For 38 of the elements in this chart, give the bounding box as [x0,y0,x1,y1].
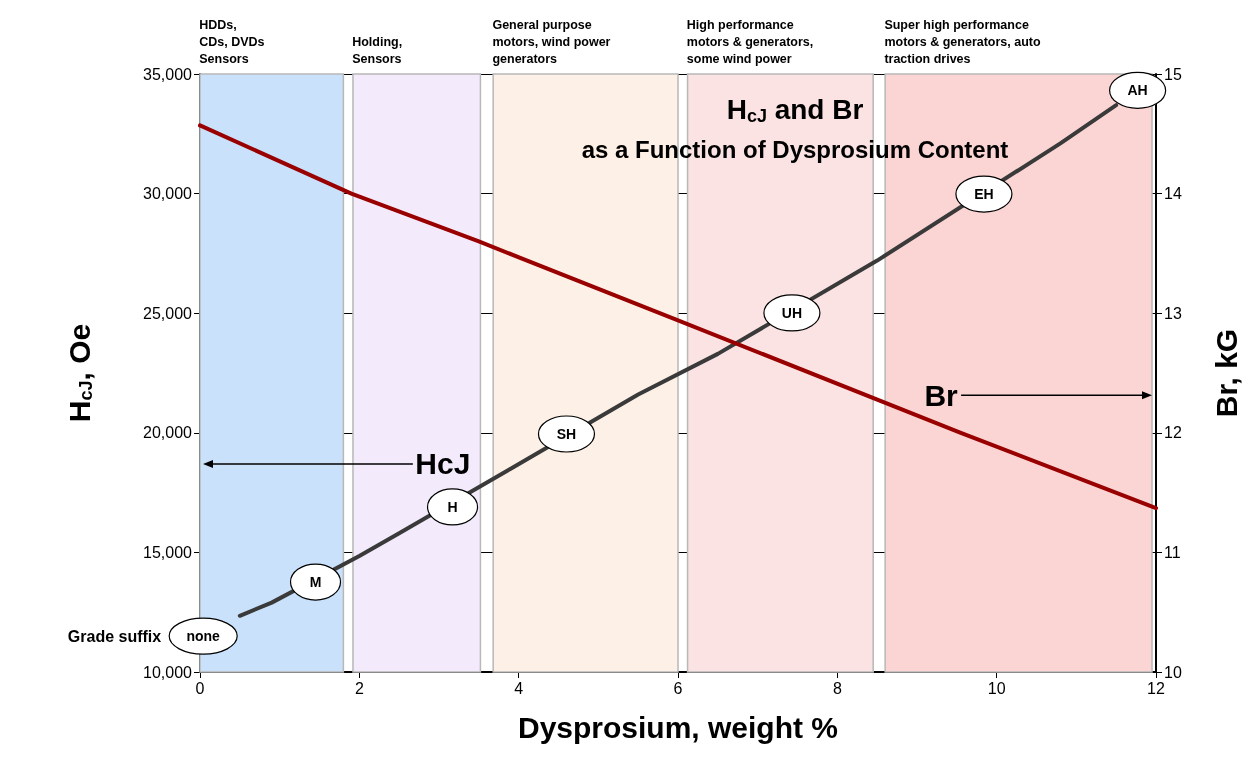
text: Grade suffix [67,627,162,645]
y-tick-label: 10,000 [143,663,193,681]
series-label: HcJ [415,447,471,481]
x-tick-label: 12 [1147,679,1165,697]
x-tick-label: 2 [354,679,364,697]
x-tick-label: 4 [514,679,524,697]
band-label: General purpose motors, wind power generators [492,17,611,66]
y-tick-label: 30,000 [143,185,193,203]
x-tick-label: 0 [195,679,205,697]
x-tick-label: 10 [987,679,1006,697]
annotation: AH [1127,82,1148,99]
y-tick-label: 35,000 [143,65,193,83]
y2-tick-label: 14 [1164,185,1182,203]
y2-tick-label: 12 [1164,424,1182,442]
y-axis-title: HcJ, Oe [62,323,96,423]
annotation: UH [781,304,803,321]
band-label: High performance motors & generators, some wind power [686,17,814,66]
annotation: EH [974,186,994,203]
x-axis-title: Dysprosium, weight % [517,710,839,744]
y-tick-label: 25,000 [143,304,193,322]
y-tick-label: 15,000 [143,543,193,561]
x-tick-label: 6 [673,679,683,697]
y2-tick-label: 10 [1164,663,1182,681]
y-tick-label: 20,000 [143,424,193,442]
band-label: Holding, Sensors [352,34,403,66]
y2-tick-label: 13 [1164,304,1182,322]
annotation: none [186,628,221,645]
annotation: SH [556,426,577,442]
y2-tick-label: 15 [1164,65,1182,83]
annotation: M [309,574,322,591]
series-label: Br [924,378,959,412]
x-tick-label: 8 [832,679,842,697]
band-label: Super high performance motors & generators, auto traction drives [884,17,1042,66]
text: as a Function of Dysprosium Content [581,135,1009,163]
y2-axis-title: Br, kG [1209,328,1243,418]
band-label: HDDs, CDs, DVDs Sensors [199,17,265,66]
annotation: H [447,498,458,515]
y2-tick-label: 11 [1164,543,1181,561]
